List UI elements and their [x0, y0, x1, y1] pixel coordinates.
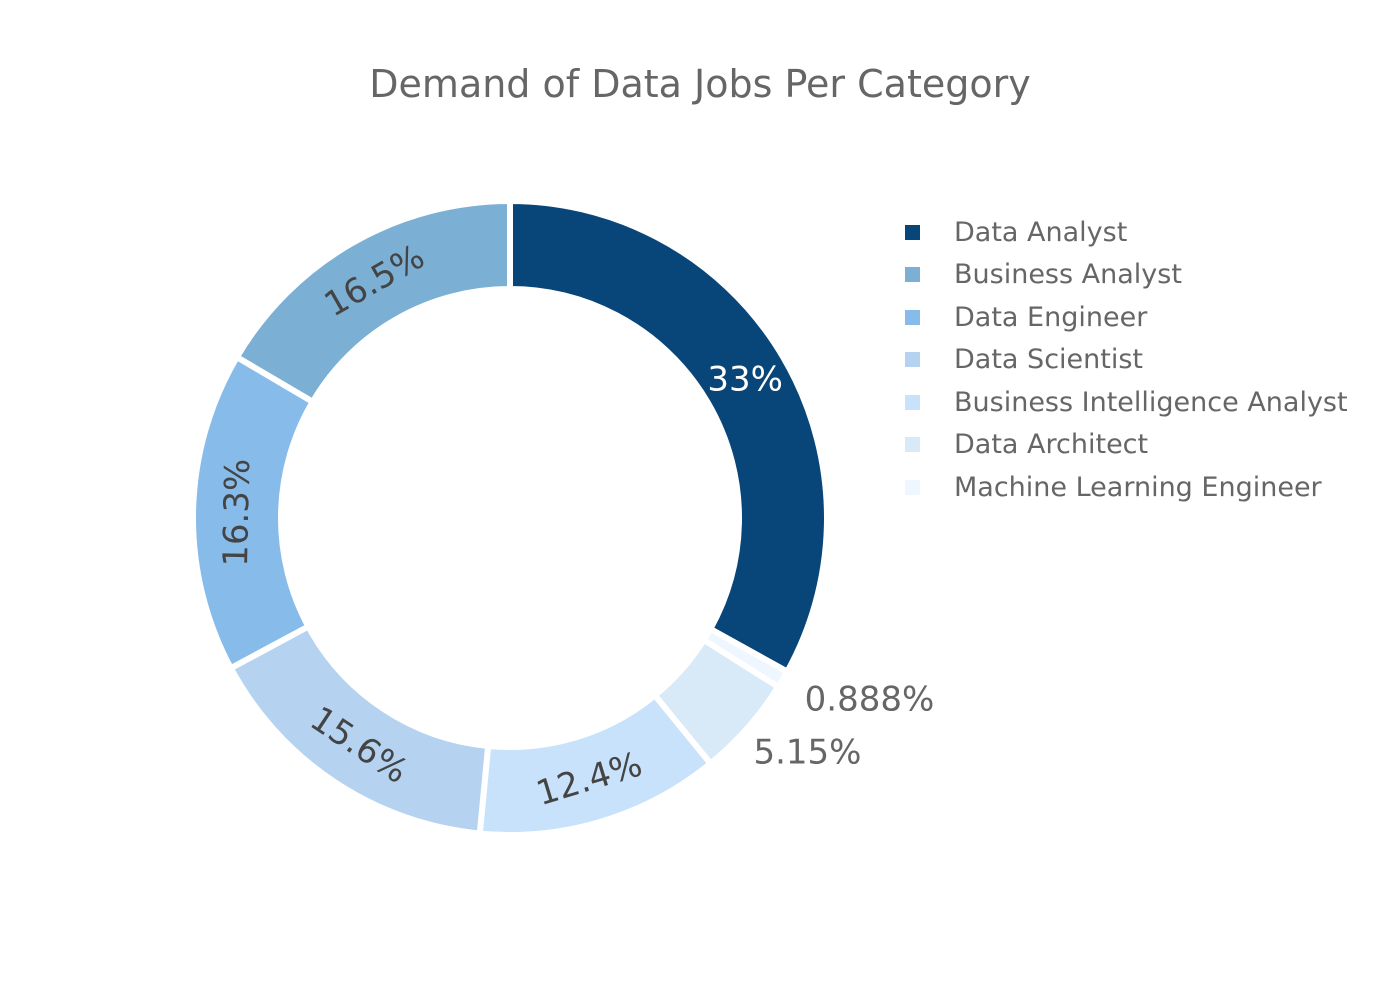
legend-swatch: [905, 437, 920, 453]
slice-business-analyst[interactable]: [232, 197, 513, 406]
legend-label: Machine Learning Engineer: [954, 471, 1322, 503]
chart-title: Demand of Data Jobs Per Category: [369, 62, 1031, 106]
slice-data-analyst[interactable]: [507, 197, 830, 676]
legend-item[interactable]: Data Analyst: [905, 211, 1348, 254]
legend: Data Analyst Business Analyst Data Engin…: [905, 211, 1348, 509]
legend-swatch: [905, 224, 920, 240]
legend-item[interactable]: Data Scientist: [905, 339, 1348, 382]
legend-item[interactable]: Business Analyst: [905, 254, 1348, 297]
legend-label: Data Engineer: [954, 301, 1148, 333]
legend-label: Business Analyst: [954, 259, 1182, 291]
legend-label: Data Analyst: [954, 216, 1128, 248]
legend-swatch: [905, 479, 920, 495]
legend-label: Data Architect: [954, 429, 1149, 461]
legend-item[interactable]: Data Architect: [905, 424, 1348, 467]
legend-swatch: [905, 394, 920, 410]
legend-swatch: [905, 267, 920, 283]
legend-label: Business Intelligence Analyst: [954, 386, 1348, 418]
slice-value-label: 33%: [707, 359, 783, 399]
slice-value-label: 16.3%: [216, 458, 258, 567]
legend-item[interactable]: Machine Learning Engineer: [905, 466, 1348, 509]
legend-item[interactable]: Business Intelligence Analyst: [905, 381, 1348, 424]
legend-swatch: [905, 352, 920, 368]
slice-value-label: 0.888%: [805, 679, 935, 719]
slice-value-label: 5.15%: [753, 733, 861, 773]
legend-item[interactable]: Data Engineer: [905, 296, 1348, 339]
legend-swatch: [905, 309, 920, 325]
legend-label: Data Scientist: [954, 344, 1143, 376]
